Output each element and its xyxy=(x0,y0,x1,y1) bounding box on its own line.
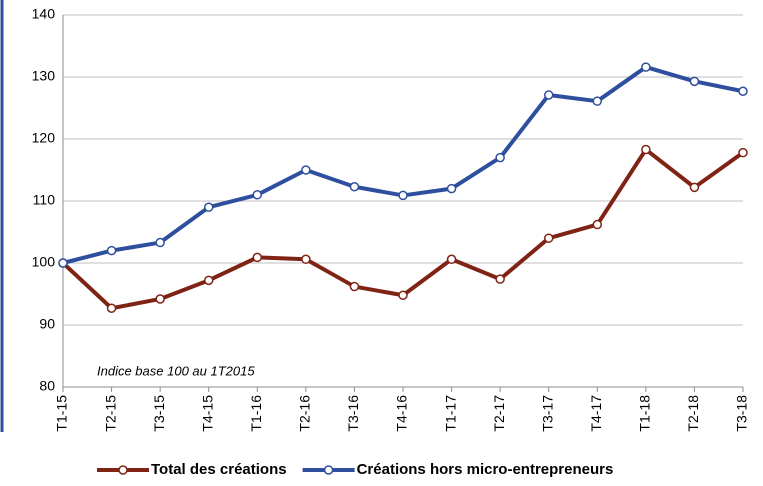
point xyxy=(349,281,360,292)
x-tick-label: T2-16 xyxy=(297,395,313,432)
x-tick-label: T1-16 xyxy=(248,395,264,432)
legend-label: Total des créations xyxy=(151,461,287,478)
y-tick-label: 80 xyxy=(39,378,55,394)
x-tick-label: T3-17 xyxy=(539,395,555,432)
x-tick-label: T3-16 xyxy=(345,395,361,432)
point xyxy=(106,245,117,256)
y-tick-label: 90 xyxy=(39,316,55,332)
x-tick-label: T4-15 xyxy=(199,395,215,432)
point xyxy=(252,190,263,200)
point xyxy=(738,86,748,97)
point xyxy=(592,219,603,230)
x-tick-label: T3-15 xyxy=(151,395,167,432)
y-tick-label: 130 xyxy=(32,68,56,84)
legend-label: Créations hors micro-entrepreneurs xyxy=(357,461,614,478)
point xyxy=(155,237,165,248)
point xyxy=(446,254,457,265)
point xyxy=(641,144,651,155)
x-tick-label: T2-18 xyxy=(685,395,701,432)
y-tick-label: 140 xyxy=(32,6,56,22)
point xyxy=(689,76,700,87)
x-tick-label: T1-18 xyxy=(637,395,653,432)
legend-marker xyxy=(323,465,334,475)
point xyxy=(58,258,68,268)
x-tick-label: T4-17 xyxy=(588,395,604,432)
y-tick-label: 110 xyxy=(33,192,56,208)
point xyxy=(446,183,457,194)
point xyxy=(543,90,554,100)
x-tick-label: T3-18 xyxy=(734,395,750,432)
point xyxy=(349,181,360,192)
point xyxy=(689,182,700,193)
point xyxy=(398,190,408,201)
series-line xyxy=(61,147,745,311)
point xyxy=(641,62,651,72)
point xyxy=(203,275,214,286)
point xyxy=(106,303,117,314)
point xyxy=(155,294,165,304)
series-line xyxy=(62,65,744,265)
point xyxy=(543,233,554,243)
legend-marker xyxy=(118,465,128,475)
x-tick-label: T1-17 xyxy=(442,395,458,432)
point xyxy=(592,96,603,106)
annotation: Indice base 100 au 1T2015 xyxy=(97,363,255,378)
point xyxy=(495,274,505,284)
point xyxy=(495,152,505,163)
x-tick-label: T2-15 xyxy=(102,395,118,432)
y-tick-label: 100 xyxy=(32,254,56,270)
x-tick-label: T2-17 xyxy=(491,395,507,432)
point xyxy=(301,254,311,265)
x-tick-label: T1-15 xyxy=(54,395,70,432)
point xyxy=(203,202,214,212)
point xyxy=(398,290,408,300)
point xyxy=(738,147,748,158)
y-tick-label: 120 xyxy=(32,130,56,146)
point xyxy=(252,252,263,263)
point xyxy=(301,165,311,175)
x-tick-label: T4-16 xyxy=(394,395,410,432)
